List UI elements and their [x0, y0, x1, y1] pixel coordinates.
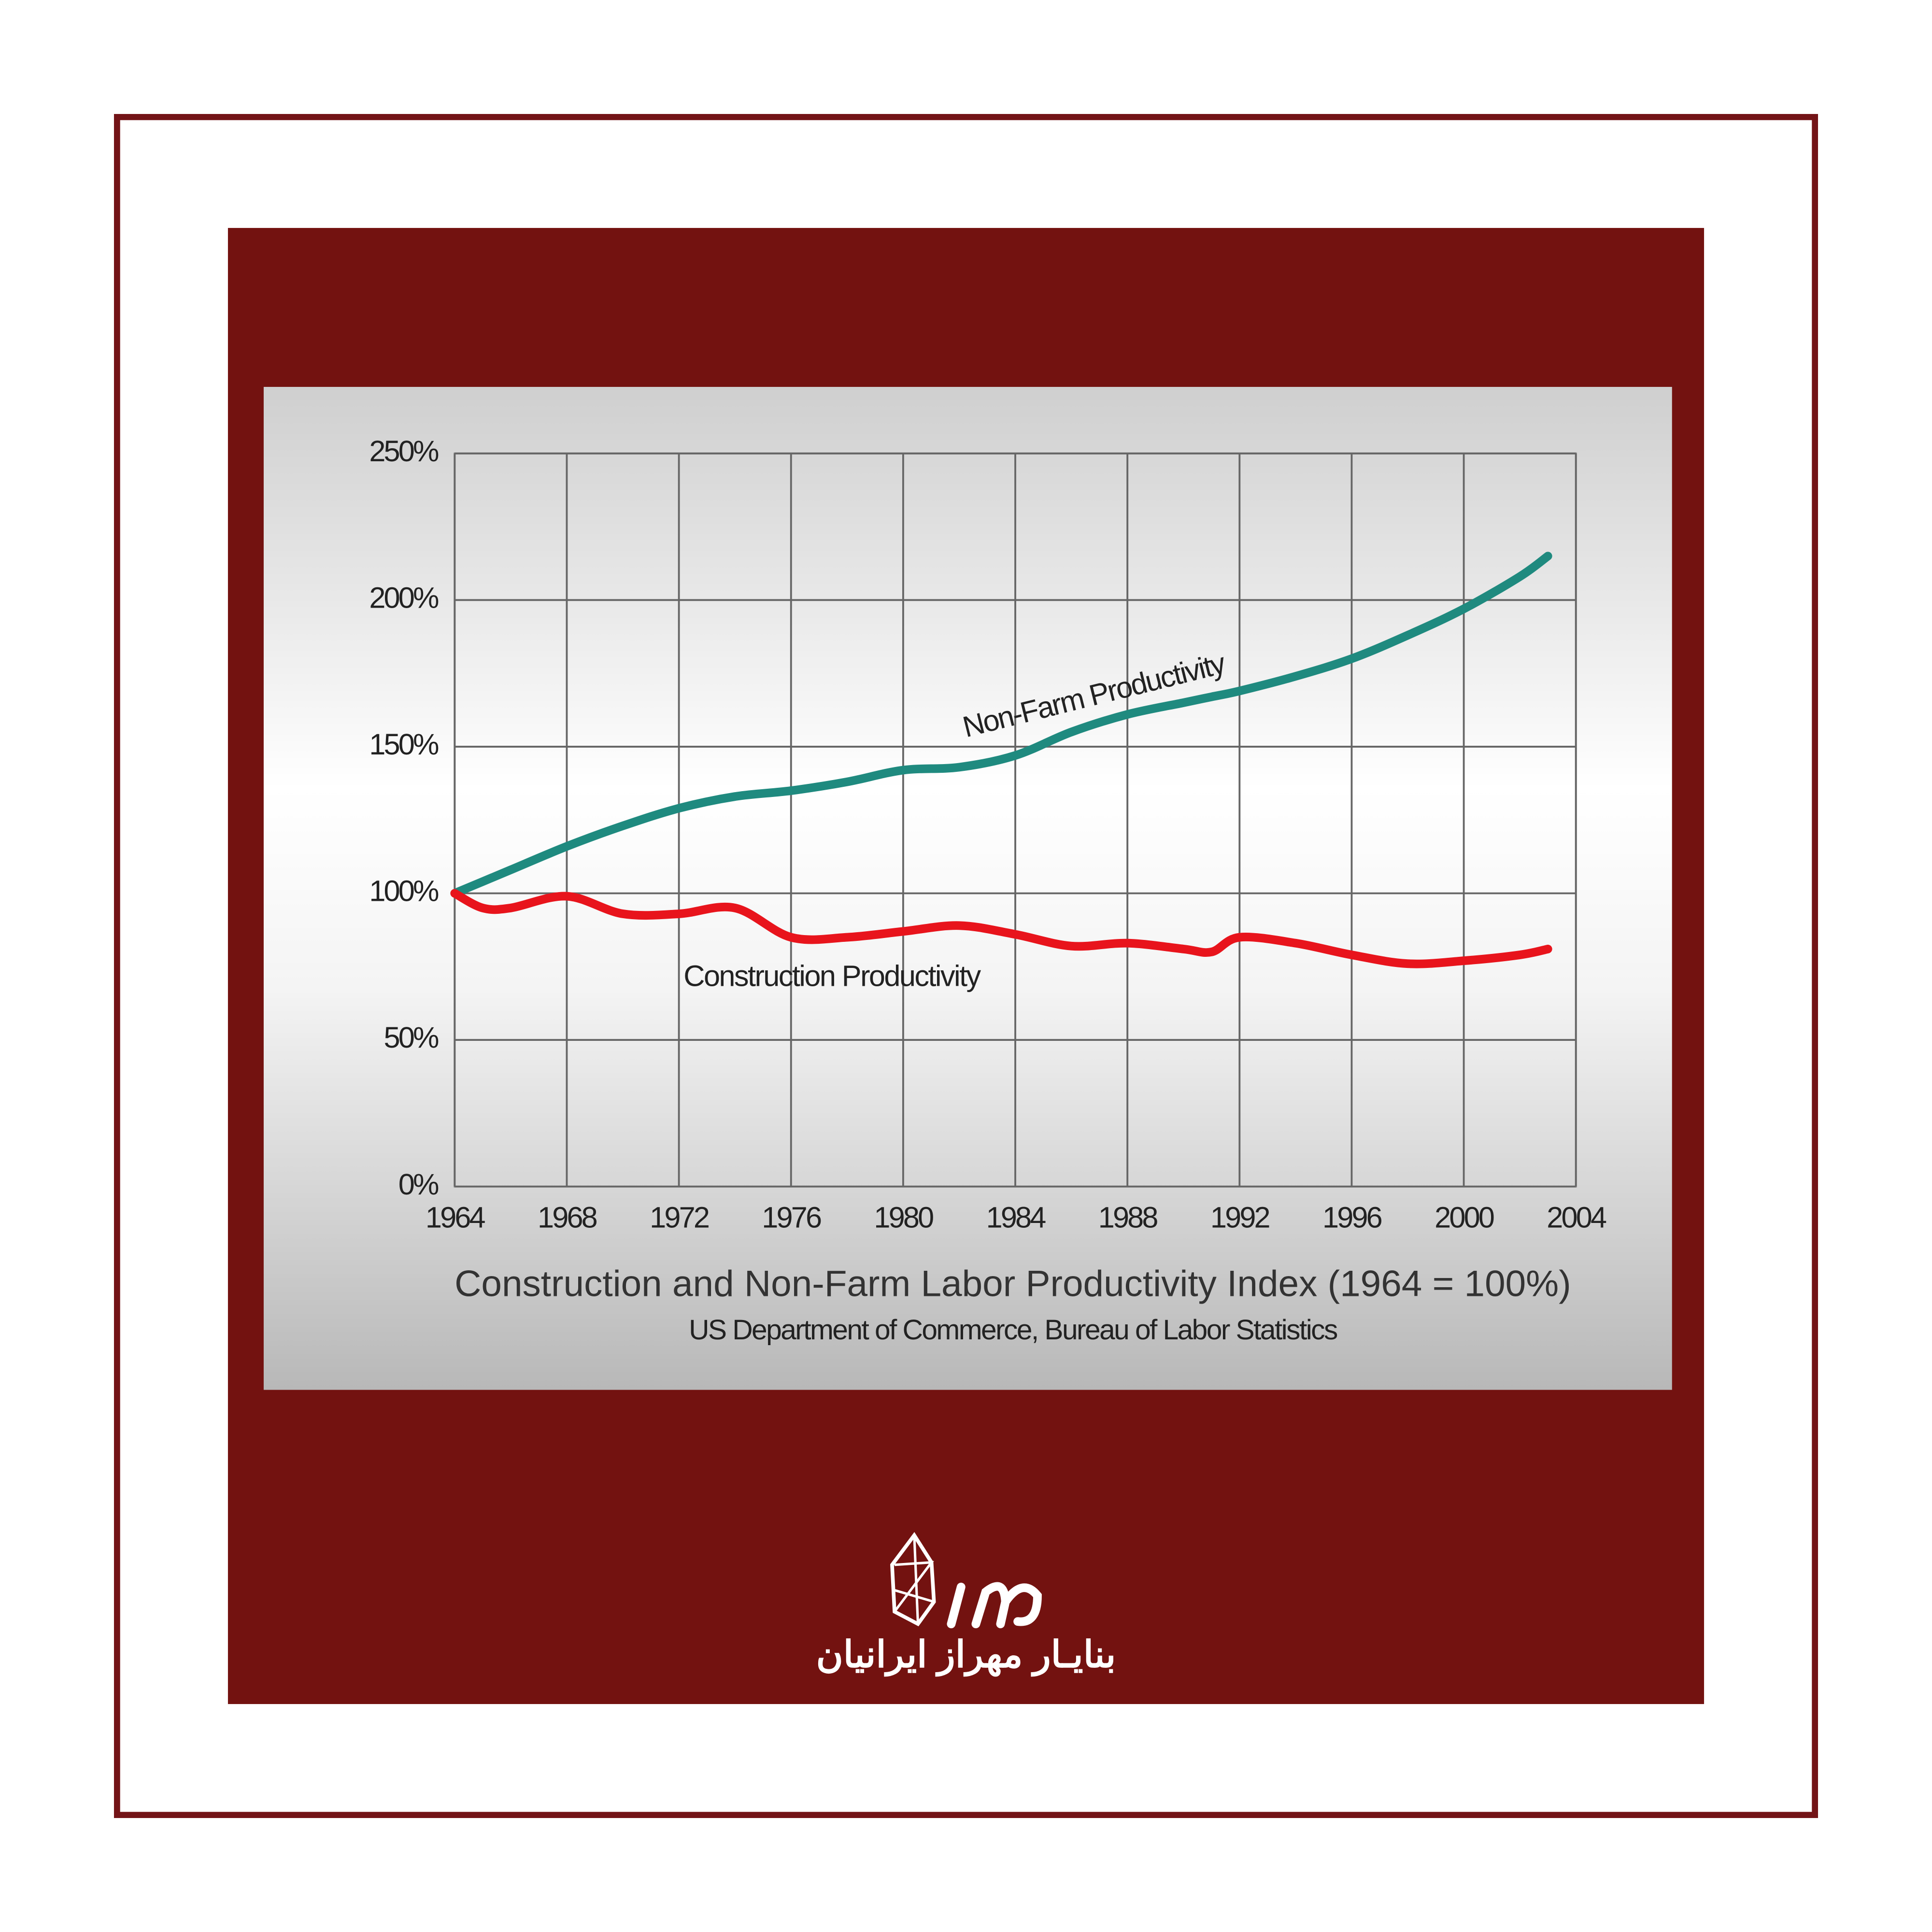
x-tick-label: 1964	[426, 1201, 485, 1234]
x-tick-label: 2000	[1435, 1201, 1494, 1234]
x-tick-label: 1968	[538, 1201, 597, 1234]
y-tick-label: 0%	[398, 1168, 439, 1201]
outer-frame	[114, 114, 1818, 1818]
logo-mark-lines	[892, 1535, 935, 1624]
x-tick-label: 1984	[986, 1201, 1046, 1234]
x-tick-label: 2004	[1547, 1201, 1606, 1234]
y-tick-label: 100%	[369, 875, 439, 908]
x-tick-label: 1976	[762, 1201, 821, 1234]
chart-subtitle: US Department of Commerce, Bureau of Lab…	[689, 1314, 1337, 1346]
data-line	[450, 552, 1552, 898]
brand-name: بنایـار مهراز ایرانیان	[816, 1634, 1116, 1676]
y-tick-label: 150%	[369, 728, 439, 761]
x-tick-label: 1972	[650, 1201, 709, 1234]
logo-letters	[947, 1582, 1042, 1629]
y-tick-label: 200%	[369, 582, 439, 614]
x-tick-label: 1980	[874, 1201, 933, 1234]
x-tick-label: 1988	[1098, 1201, 1158, 1234]
x-tick-label: 1996	[1322, 1201, 1382, 1234]
y-tick-label: 50%	[384, 1021, 439, 1054]
chart-panel	[263, 387, 1672, 1390]
y-tick-label: 250%	[369, 435, 439, 468]
logo	[890, 1532, 1042, 1629]
chart-title: Construction and Non-Farm Labor Producti…	[455, 1263, 1571, 1304]
series-label: Construction Productivity	[683, 960, 981, 993]
data-line	[450, 889, 1552, 968]
x-tick-label: 1992	[1210, 1201, 1269, 1234]
